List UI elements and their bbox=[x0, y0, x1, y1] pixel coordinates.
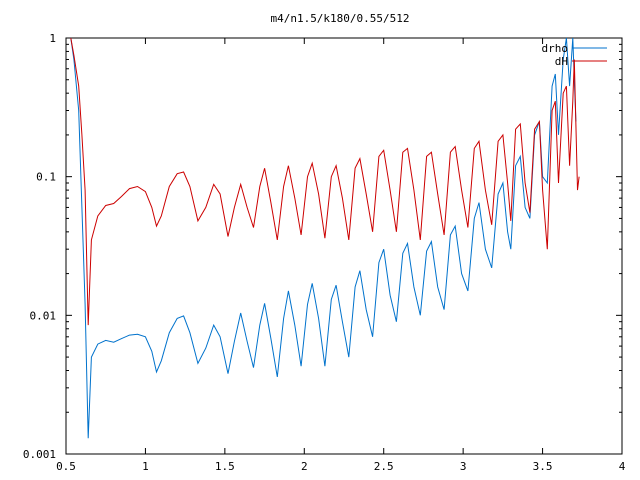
x-tick-label: 2 bbox=[301, 460, 308, 473]
series-line-drho bbox=[70, 37, 577, 439]
series-layer bbox=[70, 37, 580, 439]
x-tick-label: 0.5 bbox=[56, 460, 76, 473]
x-tick-label: 2.5 bbox=[374, 460, 394, 473]
legend-label: drho bbox=[542, 42, 569, 55]
y-tick-label: 0.1 bbox=[36, 171, 56, 184]
x-tick-label: 1.5 bbox=[215, 460, 235, 473]
series-line-dh bbox=[70, 37, 580, 326]
x-tick-label: 3.5 bbox=[533, 460, 553, 473]
x-tick-label: 3 bbox=[460, 460, 467, 473]
x-tick-label: 1 bbox=[142, 460, 149, 473]
y-tick-label: 1 bbox=[49, 32, 56, 45]
axis-ticks: 0.5 1 1.5 2 2.5 3 3.5 4 0.001 0.01 0.1 1 bbox=[23, 32, 626, 473]
y-tick-label: 0.001 bbox=[23, 448, 56, 461]
y-tick-label: 0.01 bbox=[30, 309, 57, 322]
x-tick-label: 4 bbox=[619, 460, 626, 473]
legend-label: dH bbox=[555, 55, 568, 68]
chart-title: m4/n1.5/k180/0.55/512 bbox=[270, 12, 409, 25]
plot-frame bbox=[65, 37, 623, 455]
